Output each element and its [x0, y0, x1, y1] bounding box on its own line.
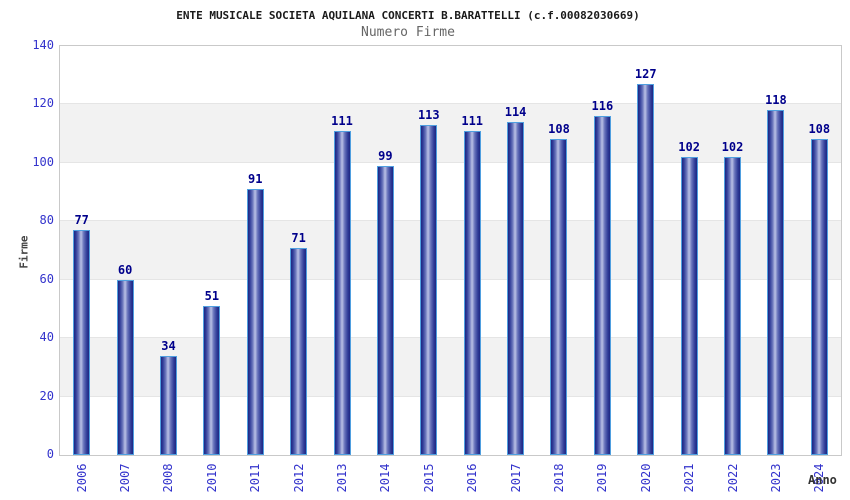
bar-2019: [593, 116, 611, 455]
bar-2018: [550, 139, 568, 455]
bar-value-label-2021: 102: [678, 140, 700, 154]
bar-value-label-2014: 99: [378, 149, 393, 163]
bar-value-label-2017: 114: [504, 105, 527, 119]
chart-subtitle: Numero Firme: [361, 25, 455, 40]
bar-2014: [376, 166, 394, 455]
bar-value-label-2007: 60: [117, 263, 133, 277]
grid-band: [60, 46, 841, 105]
bar-value-label-2011: 91: [248, 172, 263, 186]
bar-value-label-2018: 108: [548, 122, 570, 136]
bar-value-label-2008: 34: [161, 339, 176, 353]
grid-band: [60, 163, 841, 222]
y-tick-140: 140: [32, 38, 54, 52]
x-axis-title: Anno: [808, 473, 837, 487]
bar-value-label-2010: 51: [204, 289, 220, 303]
y-tick-20: 20: [39, 388, 54, 403]
bar-value-label-2022: 102: [721, 140, 744, 154]
bar-value-label-2015: 113: [417, 108, 440, 122]
bar-value-label-2023: 118: [765, 93, 787, 107]
y-tick-80: 80: [39, 213, 54, 228]
bar-2024: [810, 139, 828, 455]
x-tick-2017: 2017: [508, 463, 523, 493]
bar-2015: [420, 125, 438, 455]
bar-2006: [73, 230, 91, 455]
y-tick-100: 100: [32, 154, 54, 169]
x-tick-2022: 2022: [725, 463, 740, 493]
bar-value-label-2016: 111: [461, 114, 484, 128]
bar-2021: [680, 157, 698, 455]
bar-2020: [637, 84, 655, 455]
bar-2010: [203, 306, 221, 455]
x-tick-2018: 2018: [551, 463, 566, 493]
x-tick-2008: 2008: [161, 463, 176, 493]
bar-2013: [333, 131, 351, 455]
x-tick-2012: 2012: [291, 463, 306, 493]
chart-title: ENTE MUSICALE SOCIETA AQUILANA CONCERTI …: [176, 9, 640, 22]
grid-band: [60, 104, 841, 163]
x-tick-2013: 2013: [335, 463, 350, 493]
grid-band: [60, 338, 841, 397]
bar-value-label-2006: 77: [74, 213, 89, 227]
x-tick-2021: 2021: [682, 463, 697, 493]
bar-2008: [159, 356, 177, 455]
y-tick-40: 40: [39, 330, 54, 345]
x-tick-2023: 2023: [768, 463, 783, 493]
x-tick-2007: 2007: [118, 463, 133, 493]
y-tick-60: 60: [39, 271, 54, 286]
x-tick-2006: 2006: [74, 463, 89, 493]
chart-header: ENTE MUSICALE SOCIETA AQUILANA CONCERTI …: [0, 0, 816, 40]
y-tick-0: 0: [46, 447, 54, 461]
bar-2011: [246, 189, 264, 455]
x-tick-2014: 2014: [378, 463, 393, 493]
bar-value-label-2019: 116: [591, 99, 614, 113]
grid-band: [60, 221, 841, 280]
bar-value-label-2012: 71: [291, 231, 306, 245]
bar-value-label-2020: 127: [634, 67, 657, 81]
x-tick-2020: 2020: [638, 463, 653, 493]
bar-value-label-2013: 111: [331, 114, 353, 128]
bar-2016: [463, 131, 481, 455]
bar-2012: [290, 248, 308, 455]
x-tick-2010: 2010: [204, 463, 219, 493]
y-tick-120: 120: [32, 96, 54, 111]
grid-band: [60, 280, 841, 339]
x-tick-2011: 2011: [248, 463, 263, 493]
bar-2017: [507, 122, 525, 455]
x-tick-2016: 2016: [465, 463, 480, 493]
x-tick-2015: 2015: [421, 463, 436, 493]
x-axis-ticks: 2006 2007 2008 2010 2011 2012 2013 2014 2015 2016…: [59, 455, 842, 500]
bar-2023: [767, 110, 785, 455]
plot-area: 77 60 34 51 91 71 111 99 113 111 114 108 116 127 102 10…: [59, 45, 842, 456]
bar-value-label-2024: 108: [808, 122, 831, 136]
y-axis-ticks: 0 20 40 60 80 100 120 140: [0, 38, 56, 461]
x-tick-2019: 2019: [595, 463, 610, 493]
bar-2007: [116, 280, 134, 455]
bar-2022: [724, 157, 742, 455]
